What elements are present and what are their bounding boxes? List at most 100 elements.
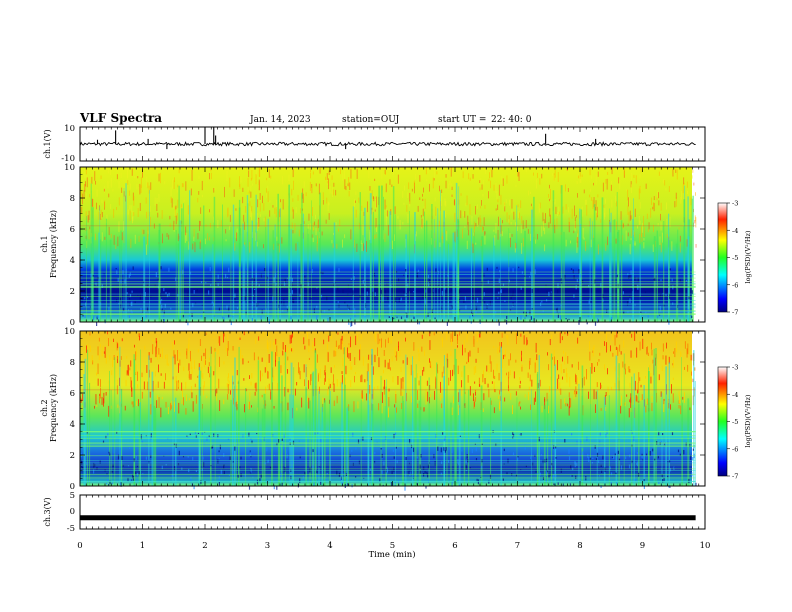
- spectral-noise: [586, 321, 588, 325]
- x-tick-label: 1: [140, 541, 145, 551]
- spectral-speckle: [541, 405, 543, 413]
- spectral-speckle: [315, 228, 317, 236]
- spectral-burst: [110, 389, 112, 486]
- spectral-speckle: [645, 376, 646, 379]
- spectral-noise: [426, 471, 428, 475]
- spectral-speckle: [198, 363, 200, 371]
- spectral-speckle: [429, 183, 430, 192]
- spectral-speckle: [170, 187, 172, 197]
- spectral-speckle: [429, 331, 431, 337]
- spectral-speckle: [660, 391, 662, 397]
- spectral-speckle: [120, 356, 122, 360]
- spectral-noise: [478, 434, 480, 439]
- spectral-speckle: [191, 392, 193, 399]
- spectral-noise: [553, 445, 555, 449]
- spectral-burst: [290, 229, 292, 322]
- spectral-speckle: [591, 363, 593, 370]
- spectral-speckle: [534, 362, 536, 373]
- spectral-speckle: [385, 183, 387, 193]
- spectral-speckle: [637, 225, 638, 229]
- spectral-noise: [546, 299, 548, 302]
- spectral-speckle: [520, 355, 522, 358]
- spectral-noise: [281, 287, 283, 289]
- spectral-speckle: [422, 193, 423, 197]
- spectral-speckle: [256, 225, 258, 231]
- spectral-speckle: [466, 195, 468, 206]
- spectral-noise: [352, 462, 354, 466]
- spectral-speckle: [491, 381, 493, 384]
- spectral-noise: [177, 463, 180, 466]
- spectral-speckle: [510, 353, 511, 361]
- spectral-speckle: [182, 183, 184, 188]
- spectral-speckle: [577, 230, 579, 236]
- spectral-noise: [573, 294, 575, 298]
- spectral-noise: [578, 269, 580, 274]
- spectral-noise: [143, 478, 145, 481]
- spectral-speckle: [497, 199, 499, 203]
- spectral-noise: [189, 433, 191, 436]
- spectral-speckle: [445, 211, 447, 218]
- spectral-speckle: [501, 342, 502, 349]
- spectral-burst: [661, 392, 663, 486]
- spectral-noise: [620, 465, 623, 470]
- spectral-speckle: [425, 395, 427, 405]
- spectral-speckle: [634, 331, 636, 341]
- spectral-burst: [580, 224, 582, 322]
- spectral-speckle: [407, 192, 409, 199]
- spectral-speckle: [441, 371, 443, 378]
- spectral-noise: [589, 457, 591, 460]
- spectral-speckle: [267, 370, 269, 378]
- spectral-speckle: [209, 237, 210, 241]
- spectral-speckle: [236, 370, 238, 376]
- spectral-noise: [520, 314, 522, 320]
- spectral-speckle: [266, 340, 268, 349]
- spectral-speckle: [531, 203, 532, 207]
- spectral-speckle: [263, 244, 264, 249]
- spectral-speckle: [485, 169, 486, 174]
- spectral-noise: [135, 471, 137, 475]
- spectral-speckle: [383, 386, 385, 390]
- spectral-speckle: [174, 340, 175, 345]
- spectral-speckle: [371, 190, 373, 200]
- spectral-speckle: [639, 220, 641, 225]
- spectral-speckle: [257, 223, 259, 230]
- spectral-speckle: [295, 243, 297, 251]
- spectral-noise: [683, 450, 685, 455]
- spectral-speckle: [636, 396, 638, 403]
- spectral-speckle: [308, 338, 310, 347]
- spectral-speckle: [99, 393, 101, 396]
- spectral-speckle: [595, 200, 597, 211]
- spectral-noise: [177, 294, 179, 297]
- spectral-noise: [416, 474, 418, 476]
- spectral-speckle: [471, 393, 473, 398]
- spectral-speckle: [158, 364, 159, 373]
- spectral-noise: [506, 472, 508, 475]
- spectral-noise: [111, 482, 113, 485]
- spectral-speckle: [342, 173, 344, 181]
- spectral-noise: [240, 456, 242, 460]
- spectral-noise: [658, 431, 660, 436]
- spectral-speckle: [605, 179, 607, 184]
- spectral-speckle: [510, 237, 511, 248]
- spectral-noise: [163, 319, 165, 323]
- spectral-speckle: [665, 355, 667, 365]
- spectral-noise: [602, 455, 604, 460]
- spectral-speckle: [514, 243, 516, 253]
- spectral-speckle: [494, 235, 496, 246]
- spectral-burst: [109, 239, 112, 322]
- colorbar-tick-label: -5: [732, 418, 738, 426]
- spectral-speckle: [308, 213, 310, 221]
- spectral-noise: [316, 315, 318, 320]
- spectral-speckle: [321, 231, 323, 236]
- spectral-speckle: [117, 352, 119, 360]
- spectral-noise: [337, 287, 339, 291]
- spectral-speckle: [304, 345, 306, 350]
- spectral-noise: [256, 479, 259, 485]
- spectral-speckle: [465, 202, 467, 207]
- spectral-noise: [469, 316, 471, 319]
- spectral-noise: [663, 477, 665, 482]
- spectral-burst: [648, 371, 650, 486]
- spectral-speckle: [513, 371, 515, 379]
- spectral-speckle: [112, 357, 113, 367]
- spectral-speckle: [132, 192, 134, 201]
